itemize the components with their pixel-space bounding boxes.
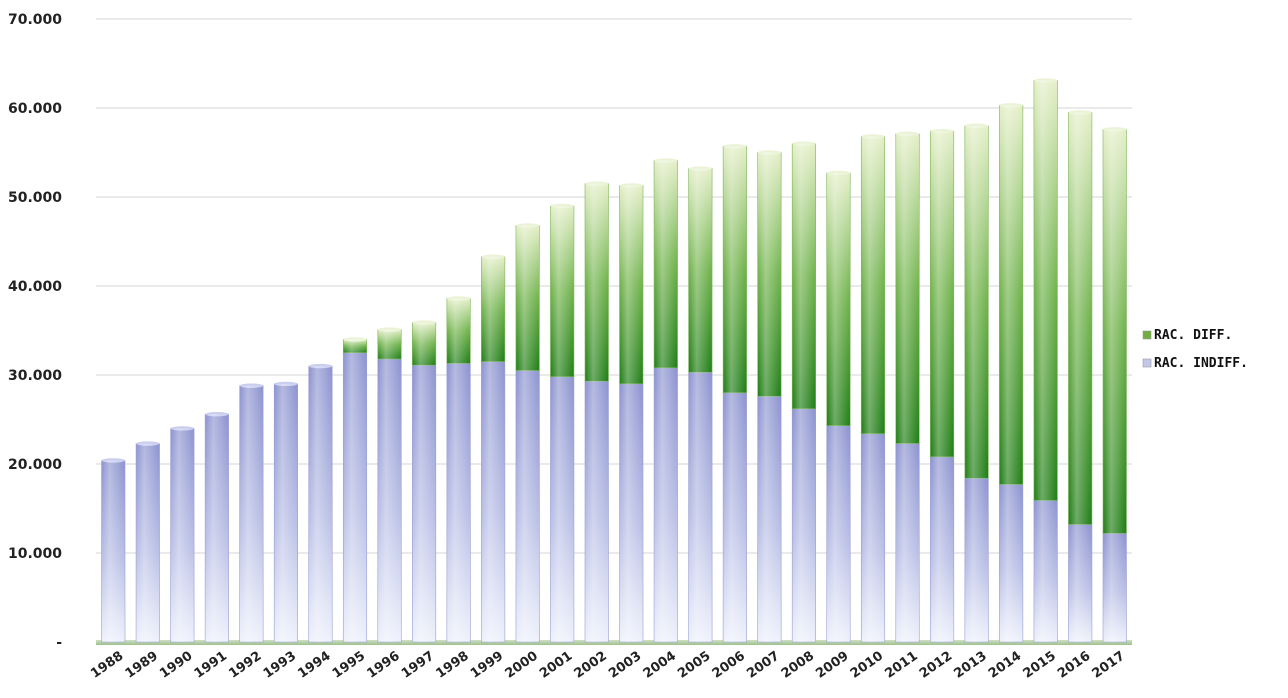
x-tick-label: 2016 bbox=[1055, 649, 1093, 682]
x-tick-label: 1990 bbox=[157, 649, 195, 682]
x-tick-label: 2014 bbox=[986, 649, 1024, 682]
legend-label: RAC. DIFF. bbox=[1154, 328, 1232, 343]
bar-shine bbox=[688, 168, 713, 642]
bar-shine bbox=[446, 298, 471, 642]
bar-shine bbox=[515, 225, 540, 643]
chart-floor bbox=[96, 640, 1132, 645]
bar-shine bbox=[584, 183, 609, 642]
bar-shine bbox=[377, 329, 402, 642]
bar-shine bbox=[757, 152, 782, 642]
grid-lines bbox=[96, 18, 1132, 645]
bar-shine bbox=[239, 385, 264, 642]
x-tick-label: 2006 bbox=[710, 649, 748, 682]
bar-shine bbox=[308, 366, 333, 642]
x-tick-label: 1995 bbox=[330, 649, 368, 682]
x-tick-label: 2015 bbox=[1021, 649, 1059, 682]
x-tick-label: 2012 bbox=[917, 649, 955, 682]
y-tick-label: - bbox=[56, 635, 62, 651]
x-tick-label: 2017 bbox=[1090, 649, 1128, 682]
x-tick-label: 2008 bbox=[779, 649, 817, 682]
x-tick-label: 2010 bbox=[848, 649, 886, 682]
y-tick-label: 70.000 bbox=[8, 12, 62, 28]
x-tick-label: 1994 bbox=[295, 649, 333, 682]
bar-shine bbox=[101, 460, 126, 642]
x-tick-label: 1988 bbox=[88, 649, 126, 682]
y-tick-label: 30.000 bbox=[8, 368, 62, 384]
y-tick-label: 60.000 bbox=[8, 101, 62, 117]
x-tick-label: 2005 bbox=[675, 649, 713, 682]
legend-swatch bbox=[1142, 358, 1152, 368]
x-tick-label: 1998 bbox=[433, 649, 471, 682]
bar-shine bbox=[412, 322, 436, 642]
legend: RAC. DIFF. RAC. INDIFF. bbox=[1142, 328, 1248, 371]
x-tick-label: 1989 bbox=[123, 649, 161, 682]
bar-shine bbox=[723, 146, 747, 642]
bar-shine bbox=[861, 136, 885, 643]
bar-shine bbox=[481, 256, 505, 642]
bar-shine bbox=[205, 414, 229, 642]
bar-shine bbox=[619, 185, 644, 642]
bar-shine bbox=[1033, 80, 1058, 642]
legend-swatch bbox=[1142, 330, 1152, 340]
y-tick-label: 10.000 bbox=[8, 546, 62, 562]
x-tick-label: 1992 bbox=[226, 649, 264, 682]
legend-label: RAC. INDIFF. bbox=[1154, 356, 1248, 371]
x-tick-label: 2002 bbox=[572, 649, 610, 682]
bar-shine bbox=[170, 428, 195, 642]
bar-shine bbox=[550, 205, 574, 642]
bar-shine bbox=[1102, 129, 1127, 643]
bar-shine bbox=[136, 443, 160, 642]
y-axis-ticks: - 10.000 20.000 30.000 40.000 50.000 60.000 70.… bbox=[8, 12, 62, 651]
bar-shine bbox=[274, 383, 298, 642]
x-tick-label: 2000 bbox=[503, 649, 541, 682]
y-tick-label: 50.000 bbox=[8, 190, 62, 206]
x-tick-label: 2001 bbox=[537, 649, 575, 682]
x-tick-label: 1993 bbox=[261, 649, 299, 682]
x-tick-label: 2003 bbox=[606, 649, 644, 682]
y-tick-label: 20.000 bbox=[8, 457, 62, 473]
x-tick-label: 1991 bbox=[192, 649, 230, 682]
x-tick-label: 2011 bbox=[882, 649, 920, 682]
x-tick-label: 2004 bbox=[641, 649, 679, 682]
x-tick-label: 2009 bbox=[813, 649, 851, 682]
bar-shine bbox=[930, 131, 954, 642]
y-tick-label: 40.000 bbox=[8, 279, 62, 295]
x-tick-label: 1996 bbox=[364, 649, 402, 682]
bars bbox=[101, 78, 1127, 643]
bar-shine bbox=[999, 105, 1023, 642]
bar-shine bbox=[826, 172, 851, 642]
bar-shine bbox=[964, 125, 989, 643]
x-tick-label: 2007 bbox=[744, 649, 782, 682]
bar-shine bbox=[895, 133, 920, 642]
x-tick-label: 1999 bbox=[468, 649, 506, 682]
x-axis-ticks: 1988198919901991199219931994199519961997… bbox=[88, 649, 1128, 682]
x-tick-label: 2013 bbox=[951, 649, 989, 682]
bar-shine bbox=[654, 160, 678, 642]
bar-shine bbox=[343, 339, 367, 642]
bar-shine bbox=[1068, 112, 1092, 642]
x-tick-label: 1997 bbox=[399, 649, 437, 682]
bar-shine bbox=[792, 143, 816, 642]
